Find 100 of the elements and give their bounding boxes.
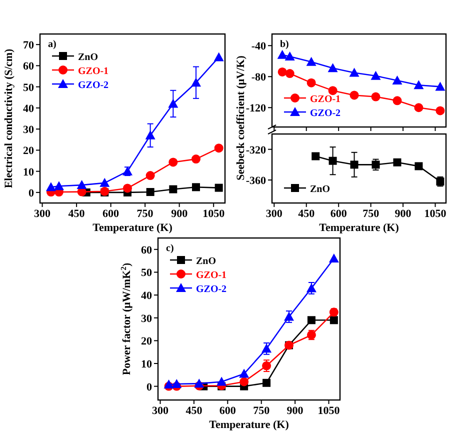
y-tick-label: -120 [246, 102, 266, 115]
point [168, 158, 178, 167]
point [172, 379, 182, 388]
point [191, 154, 200, 164]
point [370, 70, 381, 80]
point [284, 51, 295, 60]
x-tick-label: 450 [298, 208, 316, 220]
x-tick-label: 750 [362, 208, 380, 220]
y-tick-label: -40 [251, 40, 266, 53]
y-tick-label: -360 [246, 175, 266, 187]
point [392, 96, 402, 106]
point [190, 78, 201, 87]
point [307, 316, 316, 324]
legend-label: GZO-2 [78, 80, 109, 91]
point [192, 183, 200, 192]
legend-label: ZnO [78, 52, 98, 63]
point [328, 156, 337, 165]
y-tick-label: 30 [141, 312, 152, 325]
point [436, 106, 445, 116]
point [214, 184, 223, 192]
point [216, 376, 227, 386]
point [435, 82, 446, 91]
y-axis-title: Seebeck coefficient (μV/K) [235, 55, 247, 180]
point [393, 158, 402, 166]
point [169, 185, 178, 194]
point [414, 80, 424, 90]
y-tick-label: 50 [141, 267, 152, 280]
x-tick-label: 600 [330, 208, 348, 220]
point [76, 180, 87, 190]
x-tick-label: 900 [394, 208, 412, 220]
x-tick-label: 1050 [318, 405, 340, 417]
point [414, 162, 423, 170]
text: b) [280, 39, 289, 50]
y-tick-label: -320 [246, 144, 266, 156]
y-tick-label: 30 [23, 124, 34, 136]
point [306, 78, 316, 88]
legend-label: GZO-1 [310, 94, 341, 105]
y-tick-label: 60 [141, 244, 152, 256]
y-tick-label: 20 [141, 336, 152, 348]
point [328, 254, 339, 263]
legend-label: GZO-2 [310, 108, 341, 119]
point [164, 379, 174, 388]
point [371, 92, 380, 102]
y-axis-title: Electrical conductivity (S/cm) [3, 48, 15, 188]
point [312, 152, 320, 160]
point [122, 184, 132, 193]
x-tick-label: 750 [253, 405, 270, 417]
point [46, 182, 56, 192]
point [262, 378, 271, 387]
text: c) [166, 243, 174, 254]
y-tick-label: 20 [23, 145, 34, 158]
x-tick-label: 600 [102, 208, 120, 220]
point [146, 188, 154, 196]
point [214, 144, 224, 153]
point [54, 181, 64, 190]
point [330, 316, 338, 324]
x-tick-label: 900 [286, 405, 304, 417]
point [328, 86, 338, 96]
point [414, 103, 424, 112]
y-tick-label: 40 [141, 290, 152, 302]
x-axis-title: Temperature (K) [92, 222, 173, 234]
point [372, 160, 380, 169]
y-tick-label: 50 [23, 82, 34, 94]
x-axis-title: Temperature (K) [209, 419, 290, 431]
point [349, 68, 360, 77]
x-tick-label: 300 [34, 208, 52, 220]
point [328, 63, 338, 72]
x-tick-label: 1050 [202, 208, 226, 220]
point [350, 90, 359, 100]
point [306, 283, 316, 292]
y-tick-label: 70 [23, 40, 34, 52]
x-tick-label: 450 [68, 208, 86, 220]
y-tick-label: 40 [23, 102, 34, 115]
point [100, 178, 110, 187]
x-tick-label: 450 [186, 405, 203, 417]
point [278, 67, 287, 76]
x-tick-label: 1050 [424, 208, 447, 220]
point [146, 171, 155, 180]
point [239, 368, 250, 378]
text: a) [48, 39, 56, 50]
point [285, 69, 294, 78]
legend-label: ZnO [310, 184, 330, 195]
legend-label: GZO-1 [196, 270, 227, 281]
legend-label: GZO-2 [196, 284, 227, 295]
y-tick-label: -80 [251, 72, 266, 84]
y-tick-label: 60 [23, 60, 34, 73]
legend-label: ZnO [196, 256, 216, 267]
point [284, 312, 294, 321]
point [392, 76, 402, 84]
legend-label: GZO-1 [78, 66, 109, 77]
point [306, 56, 316, 66]
y-tick-label: 0 [28, 187, 34, 200]
point [145, 130, 156, 140]
point [168, 98, 178, 108]
x-axis-title: Temperature (K) [319, 222, 400, 234]
x-tick-label: 750 [136, 208, 154, 220]
y-tick-label: 10 [141, 358, 152, 370]
point [194, 378, 204, 388]
point [277, 50, 288, 59]
point [214, 52, 224, 62]
